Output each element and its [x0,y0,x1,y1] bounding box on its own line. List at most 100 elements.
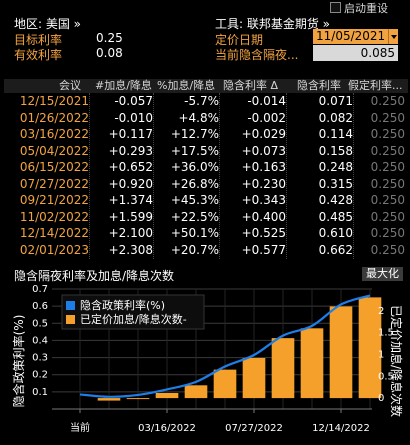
x-tick-label: 当前 [70,421,90,434]
column-divider [89,93,90,259]
calendar-dropdown-icon[interactable] [388,29,398,44]
target-rate-value: 0.25 [96,31,123,45]
implied-rate-line [79,294,371,398]
cell-chg: +1.374 [108,193,153,207]
col-header-hike-pct[interactable]: %加息/降息 [157,79,216,92]
column-divider [219,93,220,259]
cell-delta: +0.577 [241,242,286,257]
cell-chg: -0.010 [114,110,153,125]
hike-bar [271,338,295,399]
column-divider [286,93,287,259]
col-header-rate-delta[interactable]: 隐含利率 Δ [223,79,279,92]
implied-rate-value: 0.085 [313,45,398,61]
cell-date: 07/27/2022 [19,176,89,191]
cell-pct: +17.5% [170,143,219,158]
cell-chg: +0.920 [108,176,153,191]
cell-rate: 0.082 [318,110,353,125]
cell-rate: 0.428 [318,193,353,207]
cell-assume: 0.250 [370,209,405,224]
table-row[interactable]: 12/14/2022 +2.100 +50.1% +0.525 0.610 0.250 [4,226,408,241]
hike-bar [300,328,324,399]
tool-selector[interactable]: 工具: 联邦基金期货 » [215,17,331,31]
cell-assume: 0.250 [370,176,405,191]
column-divider [153,93,154,259]
table-row[interactable]: 12/15/2021 -0.057 -5.7% -0.014 0.071 0.250 [4,94,408,109]
cell-date: 11/02/2022 [19,209,89,224]
x-tick-label: 07/27/2022 [225,423,283,434]
table-row[interactable]: 06/15/2022 +0.652 +36.0% +0.163 0.248 0.250 [4,160,408,175]
col-header-implied-rate[interactable]: 隐含利率 [297,79,341,92]
cell-assume: 0.250 [370,193,405,207]
target-rate-label: 目标利率 [14,33,63,47]
region-selector[interactable]: 地区: 美国 » [14,17,82,31]
left-axis-ticks: 0.7 0.6 0.5 0.4 0.3 0.2 0.1 [32,284,48,398]
effective-rate-value: 0.08 [96,46,123,60]
cell-rate: 0.248 [318,160,353,174]
cell-chg: +0.652 [108,160,153,174]
cell-date: 02/01/2023 [19,242,89,257]
hike-bar [126,398,150,400]
table-row[interactable]: 01/26/2022 -0.010 +4.8% -0.002 0.082 0.250 [4,111,408,126]
right-tick-label: 1.5 [378,328,394,339]
cell-pct: +12.7% [170,127,219,141]
pricing-date-label: 定价日期 [215,33,264,47]
cell-chg: +1.599 [108,209,153,224]
table-row[interactable]: 02/01/2023 +2.308 +20.7% +0.577 0.662 0.250 [4,243,408,258]
cell-chg: +2.100 [108,226,153,240]
column-divider [353,93,354,259]
cell-delta: -0.014 [247,94,286,108]
cell-delta: +0.073 [241,143,286,158]
table-row[interactable]: 11/02/2022 +1.599 +22.5% +0.400 0.485 0.250 [4,210,408,225]
col-header-meeting[interactable]: 会议 [59,79,81,92]
cell-pct: +22.5% [170,209,219,224]
hike-bar [329,306,353,399]
table-row[interactable]: 05/04/2022 +0.293 +17.5% +0.073 0.158 0.250 [4,144,408,159]
cell-delta: +0.163 [241,160,286,174]
left-tick-label: 0.7 [32,284,48,295]
maximize-button[interactable]: 最大化 [362,267,403,281]
hike-bar [358,297,382,399]
legend-swatch-rate [66,301,75,310]
table-header: 会议 #加息/降息 %加息/降息 隐含利率 Δ 隐含利率 假定利率... [4,79,408,93]
x-tick-label: 03/16/2022 [138,423,196,434]
cell-assume: 0.250 [370,94,405,108]
right-tick-label: 1 [378,349,384,360]
restart-checkbox[interactable] [330,2,341,13]
x-axis-ticks: 当前 03/16/2022 07/27/2022 12/14/2022 [70,409,370,434]
right-axis-label: 已定价加息/降息次数 [389,305,404,417]
table-row[interactable]: 07/27/2022 +0.920 +26.8% +0.230 0.315 0.250 [4,177,408,192]
pricing-date-input[interactable]: 11/05/2021 [313,29,392,44]
right-axis-ticks: 2 1.5 1 0.5 0 [378,306,394,404]
cell-pct: +4.8% [178,110,219,125]
cell-chg: +0.117 [108,127,153,141]
cell-rate: 0.610 [318,226,353,240]
right-tick-label: 0 [378,393,384,404]
cell-date: 03/16/2022 [19,127,89,141]
restart-label: 启动重设 [344,2,388,15]
cell-rate: 0.071 [318,94,353,108]
cell-delta: +0.230 [241,176,286,191]
cell-rate: 0.114 [318,127,353,141]
col-header-assumed-rate[interactable]: 假定利率... [348,79,403,92]
cell-pct: +45.3% [170,193,219,207]
cell-assume: 0.250 [370,242,405,257]
cell-pct: +26.8% [170,176,219,191]
cell-assume: 0.250 [370,226,405,240]
chart-bars [97,297,382,401]
left-tick-label: 0.4 [32,335,48,346]
hike-bar [213,369,237,399]
col-header-hikes[interactable]: #加息/降息 [95,79,152,92]
cell-delta: +0.343 [241,193,286,207]
cell-pct: +50.1% [170,226,219,240]
cell-assume: 0.250 [370,143,405,158]
cell-pct: -5.7% [184,94,219,108]
x-tick-label: 12/14/2022 [312,423,370,434]
table-row[interactable]: 09/21/2022 +1.374 +45.3% +0.343 0.428 0.250 [4,193,408,208]
right-tick-label: 0.5 [378,371,394,382]
table-row[interactable]: 03/16/2022 +0.117 +12.7% +0.029 0.114 0.250 [4,127,408,142]
left-tick-label: 0.6 [32,301,48,312]
right-tick-label: 2 [378,306,384,317]
hike-bar [184,385,208,399]
legend-label-hikes: 已定价加息/降息次数- [80,312,187,326]
hike-bar [97,398,121,401]
